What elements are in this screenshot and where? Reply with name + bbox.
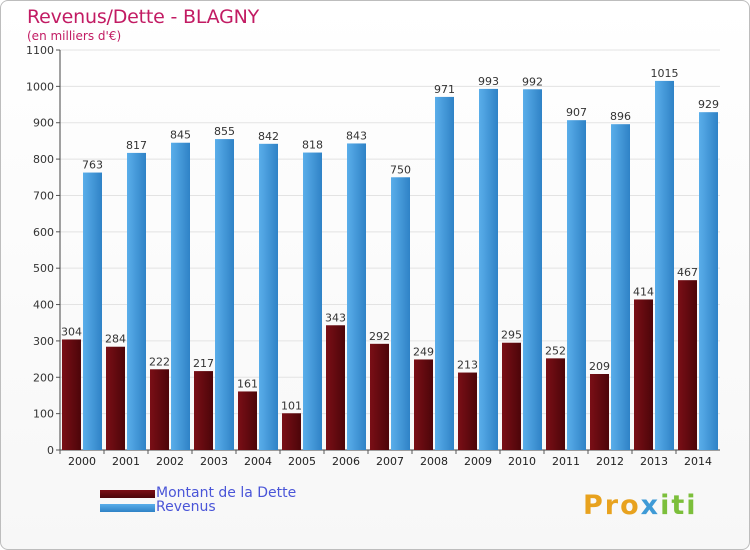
legend-swatch-revenus — [100, 504, 155, 512]
x-tick-label: 2009 — [464, 455, 492, 468]
y-tick-label: 700 — [33, 189, 54, 202]
bar-revenus — [699, 112, 718, 450]
bar-revenus — [83, 172, 102, 450]
bar-dette — [414, 359, 433, 450]
x-tick-label: 2003 — [200, 455, 228, 468]
data-label-revenus: 1015 — [651, 67, 679, 80]
bar-dette — [546, 358, 565, 450]
data-label-dette: 284 — [105, 333, 126, 346]
data-label-dette: 101 — [281, 399, 302, 412]
data-label-revenus: 992 — [522, 75, 543, 88]
data-label-dette: 467 — [677, 266, 698, 279]
y-tick-label: 0 — [47, 444, 54, 457]
y-tick-label: 900 — [33, 117, 54, 130]
data-label-revenus: 907 — [566, 106, 587, 119]
x-tick-label: 2001 — [112, 455, 140, 468]
bar-revenus — [391, 177, 410, 451]
y-tick-label: 200 — [33, 371, 54, 384]
proxiti-logo: Proxiti — [583, 490, 698, 521]
bar-revenus — [435, 96, 454, 450]
x-tick-label: 2008 — [420, 455, 448, 468]
x-tick-label: 2005 — [288, 455, 316, 468]
bar-revenus — [611, 124, 630, 450]
chart-subtitle: (en milliers d'€) — [27, 29, 122, 43]
data-label-revenus: 896 — [610, 110, 631, 123]
data-label-dette: 209 — [589, 360, 610, 373]
bar-dette — [150, 369, 169, 450]
bar-dette — [194, 371, 213, 450]
data-label-revenus: 843 — [346, 129, 367, 142]
data-label-revenus: 750 — [390, 163, 411, 176]
data-label-dette: 252 — [545, 344, 566, 357]
bar-dette — [634, 299, 653, 450]
bar-dette — [282, 413, 301, 450]
legend-swatch-dette — [100, 490, 155, 498]
data-label-dette: 222 — [149, 355, 170, 368]
data-label-revenus: 971 — [434, 83, 455, 96]
y-tick-label: 800 — [33, 153, 54, 166]
bar-revenus — [523, 89, 542, 450]
x-tick-label: 2011 — [552, 455, 580, 468]
data-label-dette: 292 — [369, 330, 390, 343]
bar-revenus — [655, 80, 674, 450]
bar-dette — [370, 343, 389, 450]
x-tick-label: 2014 — [684, 455, 712, 468]
data-label-dette: 217 — [193, 357, 214, 370]
y-tick-label: 600 — [33, 226, 54, 239]
x-tick-label: 2006 — [332, 455, 360, 468]
x-tick-label: 2004 — [244, 455, 272, 468]
data-label-revenus: 817 — [126, 139, 147, 152]
bar-dette — [678, 280, 697, 450]
chart-title: Revenus/Dette - BLAGNY — [27, 6, 260, 28]
bar-revenus — [215, 139, 234, 450]
y-tick-label: 100 — [33, 408, 54, 421]
data-label-revenus: 818 — [302, 139, 323, 152]
x-tick-label: 2000 — [68, 455, 96, 468]
legend-label-revenus: Revenus — [156, 499, 216, 515]
data-label-dette: 161 — [237, 377, 258, 390]
bar-revenus — [303, 152, 322, 450]
y-tick-label: 300 — [33, 335, 54, 348]
y-tick-label: 1000 — [26, 80, 54, 93]
data-label-revenus: 845 — [170, 129, 191, 142]
bar-revenus — [171, 142, 190, 450]
data-label-dette: 414 — [633, 285, 654, 298]
bar-dette — [502, 342, 521, 450]
x-tick-label: 2007 — [376, 455, 404, 468]
data-label-dette: 295 — [501, 329, 522, 342]
data-label-revenus: 842 — [258, 130, 279, 143]
bar-dette — [62, 339, 81, 450]
data-label-revenus: 993 — [478, 75, 499, 88]
x-tick-label: 2002 — [156, 455, 184, 468]
bar-dette — [458, 372, 477, 450]
y-tick-label: 1100 — [26, 44, 54, 57]
data-label-dette: 213 — [457, 359, 478, 372]
x-tick-label: 2012 — [596, 455, 624, 468]
bar-revenus — [259, 143, 278, 450]
bar-dette — [238, 391, 257, 450]
bar-dette — [106, 346, 125, 450]
data-label-revenus: 929 — [698, 98, 719, 111]
bar-revenus — [127, 152, 146, 450]
bar-dette — [326, 325, 345, 450]
bar-revenus — [347, 143, 366, 451]
y-tick-label: 500 — [33, 262, 54, 275]
data-label-dette: 249 — [413, 345, 434, 358]
bar-dette — [590, 374, 609, 450]
y-tick-label: 400 — [33, 299, 54, 312]
bar-revenus — [567, 120, 586, 450]
x-tick-label: 2010 — [508, 455, 536, 468]
data-label-revenus: 763 — [82, 159, 103, 172]
bar-revenus — [479, 88, 498, 450]
data-label-dette: 304 — [61, 325, 82, 338]
data-label-dette: 343 — [325, 311, 346, 324]
x-tick-label: 2013 — [640, 455, 668, 468]
data-label-revenus: 855 — [214, 125, 235, 138]
legend-label-dette: Montant de la Dette — [156, 485, 297, 501]
